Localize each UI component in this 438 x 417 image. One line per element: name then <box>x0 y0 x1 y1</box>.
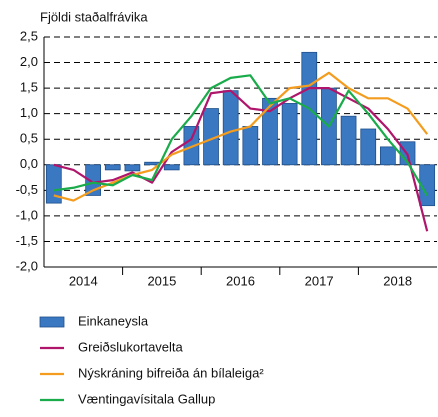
bar <box>281 103 298 166</box>
legend-label: Væntingavísitala Gallup <box>78 391 215 406</box>
y-tick-label: 0,5 <box>20 131 38 146</box>
y-tick-label: 2,0 <box>20 54 38 69</box>
y-tick-label: -1,5 <box>16 233 38 248</box>
bar <box>380 146 396 166</box>
y-tick-label: 2,5 <box>20 28 38 43</box>
legend-label: Einkaneysla <box>78 313 149 328</box>
y-axis-label: Fjöldi staðalfrávika <box>40 9 148 24</box>
bar <box>419 164 436 207</box>
legend-swatch <box>39 316 65 328</box>
bar <box>262 97 278 166</box>
x-tick-label: 2018 <box>383 273 412 288</box>
x-tick-label: 2014 <box>69 273 98 288</box>
y-tick-label: 1,5 <box>20 80 38 95</box>
bar <box>144 161 160 166</box>
bar <box>183 126 200 166</box>
bar <box>242 126 259 166</box>
legend-label: Nýskráning bifreiða án bílaleiga² <box>78 365 264 380</box>
y-tick-label: 1,0 <box>20 105 38 120</box>
bar <box>163 164 180 171</box>
line <box>53 74 429 197</box>
bar <box>124 164 141 172</box>
x-tick-label: 2015 <box>147 273 176 288</box>
y-tick-label: 0,0 <box>20 156 38 171</box>
x-tick-label: 2017 <box>305 273 334 288</box>
line <box>53 71 429 202</box>
bar <box>104 164 121 171</box>
x-tick-label: 2016 <box>226 273 255 288</box>
bar <box>222 90 239 166</box>
line <box>53 87 429 232</box>
legend-label: Greiðslukortavelta <box>78 339 184 354</box>
bar <box>340 115 357 166</box>
y-tick-label: -2,0 <box>16 258 38 273</box>
y-tick-label: -0,5 <box>16 182 38 197</box>
y-tick-label: -1,0 <box>16 207 38 222</box>
bar <box>360 128 377 166</box>
